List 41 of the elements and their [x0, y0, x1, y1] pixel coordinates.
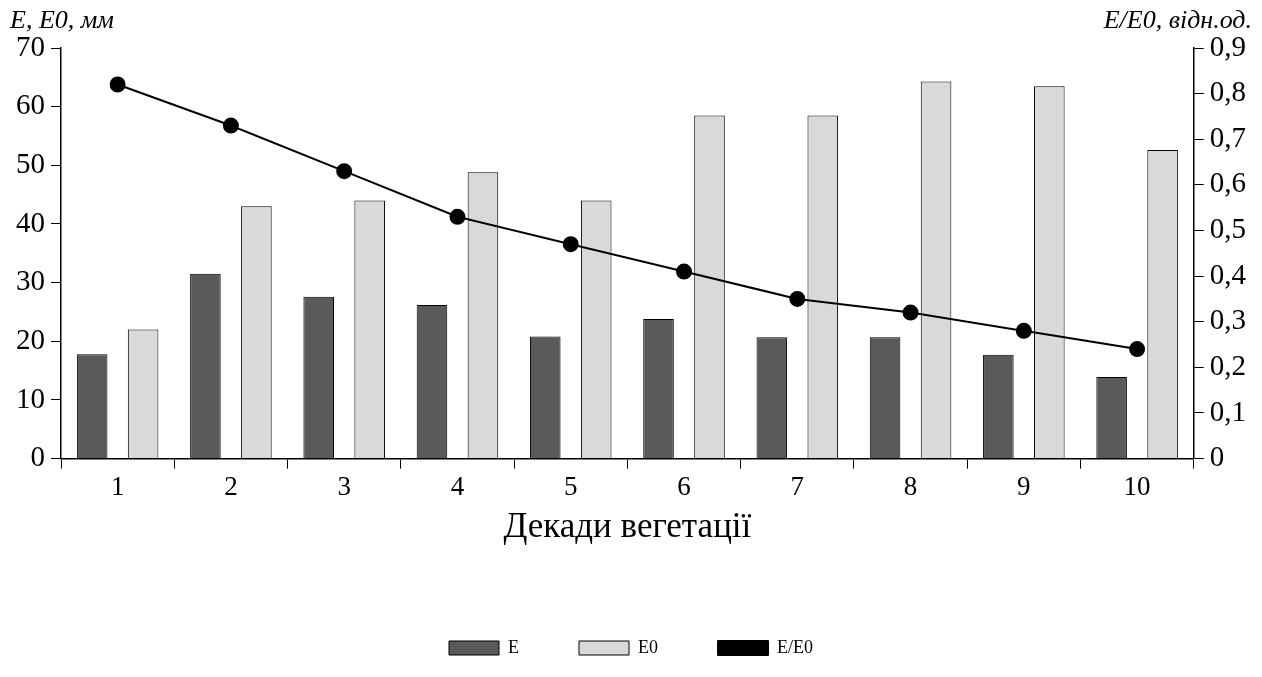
x-tick-label: 2: [224, 470, 238, 501]
y-axis-title: E, E0, мм: [9, 4, 114, 34]
x-tick-label: 3: [337, 470, 351, 501]
y2-tick-label: 0,1: [1209, 394, 1246, 427]
y-tick-label: 10: [16, 381, 45, 414]
y-tick-label: 30: [16, 264, 45, 297]
point: [676, 263, 693, 280]
point: [789, 290, 806, 307]
point: [222, 117, 239, 134]
y2-tick-label: 0: [1209, 440, 1225, 473]
y-tick-label: 0: [30, 440, 45, 473]
y2-tick-label: 0,8: [1209, 75, 1246, 108]
x-tick-label: 1: [110, 470, 125, 501]
y-tick-label: 40: [16, 205, 45, 238]
point: [562, 236, 579, 253]
legend-label: E/E0: [777, 636, 813, 657]
point: [902, 304, 919, 321]
y-tick-label: 50: [16, 146, 45, 179]
y2-tick-label: 0,3: [1209, 303, 1246, 336]
x-tick-label: 8: [903, 470, 918, 501]
x-tick-label: 9: [1017, 470, 1031, 501]
point: [109, 76, 126, 93]
point: [1015, 322, 1032, 339]
x-tick-label: 10: [1123, 470, 1151, 501]
point: [336, 163, 353, 180]
point: [1129, 341, 1146, 358]
x-tick-label: 6: [677, 470, 691, 501]
y2-tick-label: 0,4: [1209, 257, 1247, 290]
legend-label: E: [508, 636, 520, 657]
y2-tick-label: 0,6: [1209, 166, 1246, 199]
x-tick-label: 4: [450, 470, 465, 501]
x-axis-title: Декади вегетації: [503, 506, 752, 546]
y2-tick-label: 0,7: [1209, 120, 1246, 153]
y-tick-label: 60: [16, 88, 45, 121]
y-tick-label: 20: [16, 322, 45, 355]
y2-tick-label: 0,2: [1209, 348, 1246, 381]
y2-tick-label: 0,5: [1209, 212, 1246, 245]
x-tick-label: 7: [790, 470, 805, 501]
legend-label: E0: [638, 636, 658, 657]
x-tick-label: 5: [563, 470, 578, 501]
point: [449, 208, 466, 225]
